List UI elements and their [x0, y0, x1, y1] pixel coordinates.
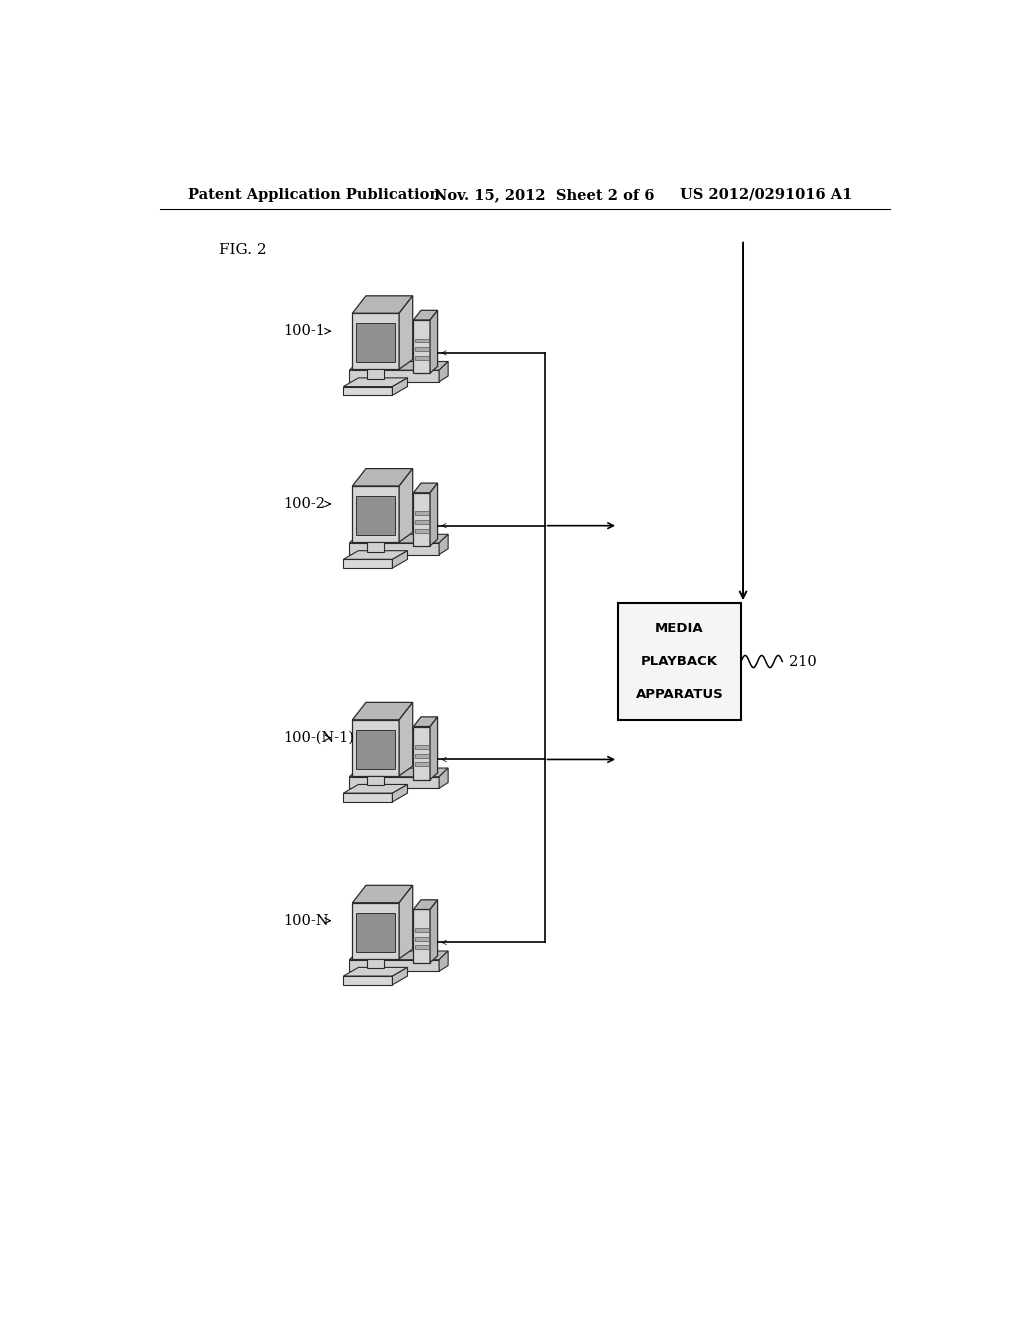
Text: 210: 210 [788, 655, 816, 668]
Polygon shape [349, 362, 449, 370]
Polygon shape [392, 378, 408, 395]
Polygon shape [352, 702, 413, 719]
Polygon shape [343, 784, 408, 793]
Polygon shape [368, 776, 384, 785]
Polygon shape [415, 520, 429, 524]
Polygon shape [352, 903, 399, 958]
Polygon shape [349, 776, 439, 788]
Text: 100-1: 100-1 [283, 325, 325, 338]
Polygon shape [399, 702, 413, 776]
Polygon shape [415, 945, 429, 949]
Text: Nov. 15, 2012  Sheet 2 of 6: Nov. 15, 2012 Sheet 2 of 6 [433, 187, 654, 202]
Polygon shape [349, 535, 449, 543]
Polygon shape [430, 483, 437, 546]
Polygon shape [392, 968, 408, 985]
Polygon shape [399, 469, 413, 543]
Polygon shape [349, 370, 439, 381]
Polygon shape [352, 886, 413, 903]
Polygon shape [430, 900, 437, 962]
Text: 100-2: 100-2 [283, 496, 325, 511]
Polygon shape [414, 909, 430, 962]
Polygon shape [415, 937, 429, 941]
Polygon shape [439, 950, 449, 972]
Polygon shape [414, 483, 437, 492]
Polygon shape [356, 730, 395, 770]
Polygon shape [439, 362, 449, 381]
Polygon shape [399, 296, 413, 370]
Polygon shape [392, 550, 408, 568]
Polygon shape [415, 529, 429, 532]
Polygon shape [414, 717, 437, 726]
Polygon shape [439, 535, 449, 554]
Polygon shape [356, 913, 395, 952]
Polygon shape [415, 347, 429, 351]
Text: MEDIA: MEDIA [655, 623, 703, 635]
Polygon shape [368, 370, 384, 379]
Polygon shape [415, 928, 429, 932]
Polygon shape [356, 496, 395, 536]
Polygon shape [430, 310, 437, 374]
Polygon shape [414, 726, 430, 780]
Polygon shape [368, 958, 384, 969]
Polygon shape [352, 719, 399, 776]
Text: PLAYBACK: PLAYBACK [641, 655, 718, 668]
Text: FIG. 2: FIG. 2 [219, 243, 267, 257]
Bar [618, 603, 741, 719]
Polygon shape [349, 960, 439, 972]
Polygon shape [415, 356, 429, 360]
Polygon shape [343, 387, 392, 395]
Polygon shape [414, 319, 430, 374]
Text: 100-(N-1): 100-(N-1) [283, 731, 353, 744]
Text: US 2012/0291016 A1: US 2012/0291016 A1 [680, 187, 852, 202]
Polygon shape [343, 975, 392, 985]
Polygon shape [352, 313, 399, 370]
Polygon shape [356, 323, 395, 363]
Polygon shape [415, 763, 429, 767]
Polygon shape [352, 296, 413, 313]
Polygon shape [352, 486, 399, 543]
Polygon shape [368, 543, 384, 552]
Polygon shape [415, 511, 429, 515]
Polygon shape [392, 784, 408, 801]
Polygon shape [343, 378, 408, 387]
Text: 100-N: 100-N [283, 913, 329, 928]
Polygon shape [415, 338, 429, 342]
Polygon shape [415, 744, 429, 748]
Polygon shape [414, 492, 430, 546]
Polygon shape [349, 950, 449, 960]
Polygon shape [349, 543, 439, 554]
Polygon shape [430, 717, 437, 780]
Polygon shape [349, 768, 449, 776]
Text: APPARATUS: APPARATUS [636, 688, 723, 701]
Polygon shape [343, 560, 392, 568]
Polygon shape [439, 768, 449, 788]
Polygon shape [399, 886, 413, 958]
Polygon shape [343, 550, 408, 560]
Polygon shape [352, 469, 413, 486]
Text: Patent Application Publication: Patent Application Publication [187, 187, 439, 202]
Polygon shape [414, 900, 437, 909]
Polygon shape [415, 754, 429, 758]
Polygon shape [414, 310, 437, 319]
Polygon shape [343, 793, 392, 801]
Polygon shape [343, 968, 408, 975]
